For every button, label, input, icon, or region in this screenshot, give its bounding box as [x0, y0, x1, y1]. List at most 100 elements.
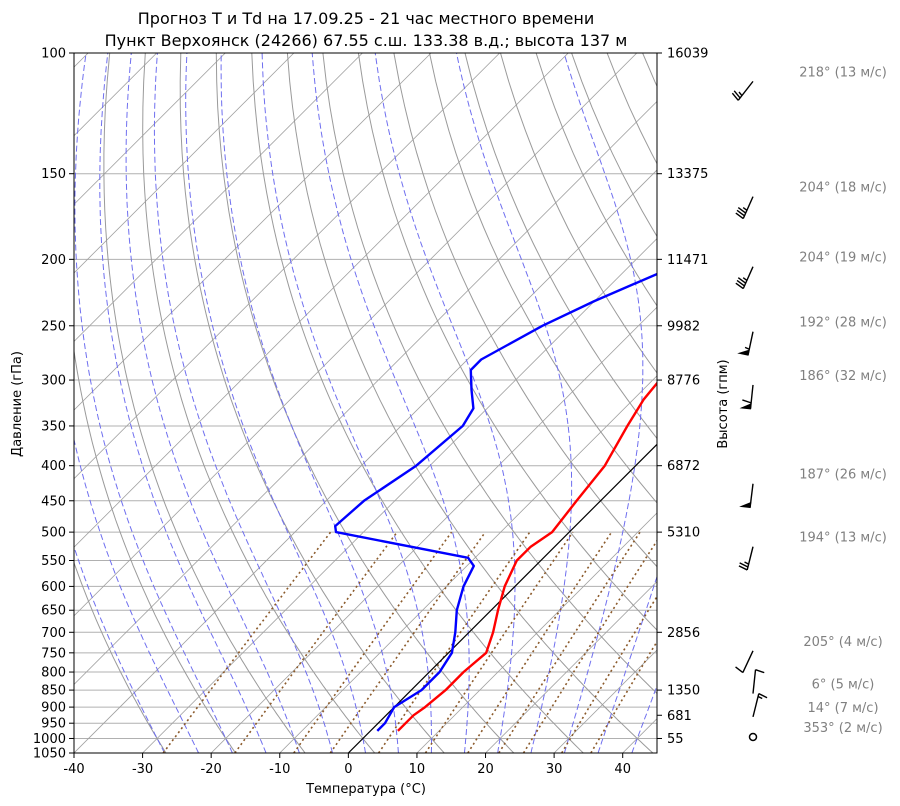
dry-adiabat-line	[251, 53, 584, 753]
pressure-tick-label: 100	[41, 47, 66, 62]
pressure-tick-label: 450	[41, 494, 66, 509]
x-tick-label: -30	[132, 762, 153, 777]
pressure-tick-label: 1050	[33, 747, 66, 762]
wind-barb	[748, 732, 758, 742]
wind-barb	[731, 80, 754, 101]
moist-adiabat-line	[125, 53, 300, 753]
wind-barb-full	[736, 279, 745, 287]
pressure-tick-label: 200	[41, 253, 66, 268]
wind-barb-flag	[737, 349, 750, 356]
dewpoint-profile	[334, 272, 657, 732]
pressure-tick-label: 650	[41, 604, 66, 619]
isotherm-line	[142, 238, 657, 753]
wind-label: 205° (4 м/с)	[803, 635, 882, 650]
wind-label: 186° (32 м/с)	[799, 369, 887, 384]
height-tick-label: 1350	[667, 684, 700, 699]
wind-label: 353° (2 м/с)	[803, 721, 882, 736]
moist-adiabat-line	[74, 437, 200, 753]
height-tick-label: 9982	[667, 319, 700, 334]
pressure-tick-label: 800	[41, 666, 66, 681]
pressure-tick-label: 950	[41, 717, 66, 732]
x-tick-label: 40	[614, 762, 631, 777]
wind-barb	[752, 669, 765, 694]
moist-adiabat-line	[153, 53, 333, 753]
wind-barb-flag	[739, 501, 752, 509]
wind-barb-staff	[752, 693, 760, 718]
wind-barbs: 218° (13 м/с) 204° (18 м/с) 204° (19 м/с) 1…	[731, 65, 887, 742]
moist-adiabat-line	[74, 545, 165, 753]
pressure-tick-label: 550	[41, 554, 66, 569]
wind-barb-full	[736, 209, 745, 217]
wind-barb-staff	[746, 546, 754, 571]
wind-barb-staff	[742, 266, 754, 289]
wind-barb-full	[758, 692, 768, 699]
height-tick-label: 5310	[667, 526, 700, 541]
moist-adiabat-line	[99, 53, 267, 753]
dry-adiabat-line	[142, 53, 376, 753]
isotherm-line	[74, 53, 295, 274]
x-tick-label: -40	[63, 762, 84, 777]
moist-adiabat-line	[74, 53, 233, 753]
mixing-ratio-line	[293, 531, 453, 753]
dry-adiabat-line	[74, 53, 236, 753]
isotherm-line	[74, 53, 432, 411]
wind-label: 204° (19 м/с)	[799, 251, 887, 266]
dry-adiabat-line	[74, 561, 167, 753]
wind-barb-half	[738, 91, 743, 97]
dry-adiabat-line	[393, 53, 657, 568]
wind-barb-half	[742, 277, 748, 281]
pressure-tick-label: 400	[41, 459, 66, 474]
isotherm-line	[210, 306, 657, 753]
wind-barb-full	[738, 565, 748, 571]
mixing-ratio-line	[561, 595, 657, 753]
x-tick-label: 10	[409, 762, 426, 777]
moist-adiabat-line	[456, 53, 573, 753]
x-tick-label: 20	[477, 762, 494, 777]
height-tick-label: 681	[667, 709, 692, 724]
pressure-tick-label: 850	[41, 684, 66, 699]
dry-adiabat-line	[357, 53, 657, 631]
wind-barb	[735, 266, 754, 290]
pressure-tick-label: 250	[41, 319, 66, 334]
wind-label: 14° (7 м/с)	[807, 701, 878, 716]
isotherm-line	[74, 53, 569, 548]
height-tick-label: 11471	[667, 253, 708, 268]
wind-barb-half	[757, 695, 763, 700]
zero-isotherm-line	[347, 443, 657, 753]
moist-adiabat-line	[311, 53, 470, 753]
wind-barb-full	[735, 212, 744, 220]
wind-label: 194° (13 м/с)	[799, 531, 887, 546]
height-tick-label: 6872	[667, 459, 700, 474]
pressure-tick-label: 600	[41, 580, 66, 595]
temperature-profile	[397, 381, 657, 732]
wind-barb-staff	[737, 80, 754, 101]
moist-adiabat-line	[261, 53, 432, 753]
isotherm-line	[74, 169, 657, 753]
pressure-tick-label: 300	[41, 374, 66, 389]
x-tick-label: -20	[201, 762, 222, 777]
pressure-tick-label: 500	[41, 526, 66, 541]
pressure-tick-label: 900	[41, 701, 66, 716]
mixing-ratio-line	[329, 531, 486, 753]
dry-adiabat-line	[215, 53, 515, 753]
wind-barb-half	[742, 207, 748, 211]
wind-label: 6° (5 м/с)	[812, 678, 875, 693]
height-tick-label: 13375	[667, 167, 708, 182]
chart-title-line-2: Пункт Верхоянск (24266) 67.55 с.ш. 133.3…	[105, 31, 628, 50]
wind-barb	[737, 331, 754, 356]
wind-calm-circle	[748, 732, 758, 742]
reference-lines	[74, 53, 657, 753]
isotherm-line	[485, 580, 657, 753]
wind-barb-full	[742, 399, 752, 404]
chart-title-line-1: Прогноз T и Td на 17.09.25 - 21 час мест…	[138, 9, 594, 28]
mixing-ratio-line	[590, 639, 657, 753]
wind-barb-full	[739, 562, 749, 568]
wind-barb	[739, 384, 754, 410]
wind-barb-full	[731, 92, 739, 101]
x-tick-label: 30	[546, 762, 563, 777]
pressure-axis-ticks: 100 150 200 250 300 350 400 450 500 550 600 650 700 7…	[33, 47, 74, 762]
height-tick-label: 55	[667, 732, 684, 747]
x-axis-label: Температура (°C)	[305, 782, 426, 797]
dry-adiabat-line	[286, 53, 654, 753]
